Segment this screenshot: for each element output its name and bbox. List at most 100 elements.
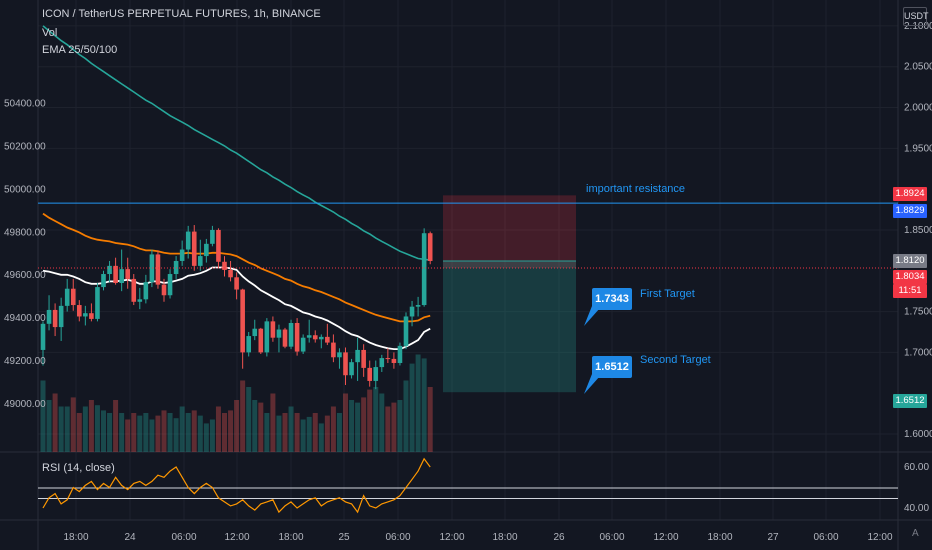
volume-bar xyxy=(282,413,288,452)
time-axis-tick: 27 xyxy=(767,532,779,543)
time-axis-tick: 12:00 xyxy=(653,532,678,543)
volume-bar xyxy=(403,380,409,452)
position-tool[interactable] xyxy=(443,195,576,393)
candle-body xyxy=(107,265,112,275)
rsi-line xyxy=(42,457,431,514)
volume-bar xyxy=(343,393,348,452)
candle-body xyxy=(403,316,409,346)
volume-bar xyxy=(318,423,324,452)
volume-bar xyxy=(427,387,433,452)
volume-bar xyxy=(167,413,173,452)
volume-bar xyxy=(246,387,252,452)
volume-bar xyxy=(415,354,421,452)
candle-body xyxy=(415,305,421,307)
ema50-line xyxy=(42,212,431,323)
target2-callout[interactable]: 1.6512 xyxy=(592,356,632,378)
candle-body xyxy=(137,299,143,302)
horizontal-lines[interactable] xyxy=(38,202,898,394)
candle-body xyxy=(312,335,318,340)
candle-body xyxy=(288,322,294,347)
volume-bar xyxy=(82,406,88,452)
volume-bar xyxy=(58,406,64,452)
volume-bar xyxy=(143,413,149,452)
volume-bar xyxy=(306,416,312,452)
candle-body xyxy=(409,306,415,317)
candle-body xyxy=(46,309,52,324)
candle-body xyxy=(89,313,94,319)
time-axis-tick: 12:00 xyxy=(867,532,892,543)
price-tag: 1.8924 xyxy=(893,187,927,201)
price-tag: 11:51 xyxy=(893,284,927,298)
rsi-label: RSI (14, close) xyxy=(42,462,115,474)
volume-bar xyxy=(240,380,246,452)
symbol-title: ICON / TetherUS PERPETUAL FUTURES, 1h, B… xyxy=(42,8,321,20)
price-tag: 1.8829 xyxy=(893,204,927,218)
candle-body xyxy=(270,321,276,338)
candle-body xyxy=(361,349,366,368)
target1-callout[interactable]: 1.7343 xyxy=(592,288,632,310)
candle-body xyxy=(234,277,239,290)
axes: 50400.00 50200.00 50000.00 49800.00 49600.00… xyxy=(4,21,932,543)
candle-body xyxy=(155,254,161,285)
left-axis-tick: 49800.00 xyxy=(4,227,46,238)
left-axis-tick: 50400.00 xyxy=(4,99,46,110)
right-axis-tick: 1.8500 xyxy=(904,225,932,236)
candle-body xyxy=(264,321,270,353)
volume-bar xyxy=(125,419,131,452)
currency-button[interactable]: USDT xyxy=(903,7,929,26)
rsi-pane xyxy=(38,457,898,514)
candle-body xyxy=(337,352,342,358)
candle-body xyxy=(149,254,155,283)
candle-body xyxy=(185,231,191,250)
volume-bar xyxy=(40,380,46,452)
volume-bar xyxy=(64,406,70,452)
candle-body xyxy=(343,352,348,376)
candle-body xyxy=(216,229,221,262)
time-axis-tick: 06:00 xyxy=(385,532,410,543)
volume-bar xyxy=(312,413,318,452)
volume-bar xyxy=(191,410,197,452)
volume-bar xyxy=(276,415,282,452)
candle-body xyxy=(391,358,397,363)
candle-body xyxy=(95,287,100,319)
volume-bar xyxy=(385,406,391,452)
right-axis-tick: 1.9500 xyxy=(904,143,932,154)
candle-body xyxy=(427,233,433,261)
volume-bar xyxy=(222,413,227,452)
volume-bar xyxy=(119,413,125,452)
time-axis-tick: 06:00 xyxy=(813,532,838,543)
volume-bar xyxy=(264,413,270,452)
time-axis-tick: 18:00 xyxy=(707,532,732,543)
volume-bar xyxy=(270,393,276,452)
candle-body xyxy=(240,289,245,353)
auto-scale-button[interactable]: A xyxy=(912,528,919,539)
candle-body xyxy=(161,284,167,296)
candle-body xyxy=(40,323,46,350)
time-axis-tick: 18:00 xyxy=(278,532,303,543)
candle-body xyxy=(349,362,354,376)
candle-body xyxy=(222,261,227,270)
candle-body xyxy=(385,358,391,360)
volume-bar xyxy=(234,400,240,452)
candle-body xyxy=(300,337,306,352)
time-axis-tick: 26 xyxy=(553,532,565,543)
volume-bar xyxy=(294,413,300,452)
price-tag: 1.8120 xyxy=(893,254,927,268)
candle-body xyxy=(355,349,360,363)
volume-bar xyxy=(215,406,221,452)
candle-body xyxy=(294,322,300,352)
target2-label: Second Target xyxy=(640,354,711,366)
volume-bar xyxy=(113,400,119,452)
left-axis-tick: 50000.00 xyxy=(4,184,46,195)
volume-bar xyxy=(155,415,161,452)
volume-bar xyxy=(149,419,155,452)
time-axis-tick: 24 xyxy=(124,532,136,543)
profit-zone xyxy=(443,260,576,268)
volume-bar xyxy=(336,413,342,452)
candle-body xyxy=(258,328,264,353)
price-tag: 1.8034 xyxy=(893,270,927,284)
candle-body xyxy=(228,269,233,278)
candle-body xyxy=(373,367,379,381)
